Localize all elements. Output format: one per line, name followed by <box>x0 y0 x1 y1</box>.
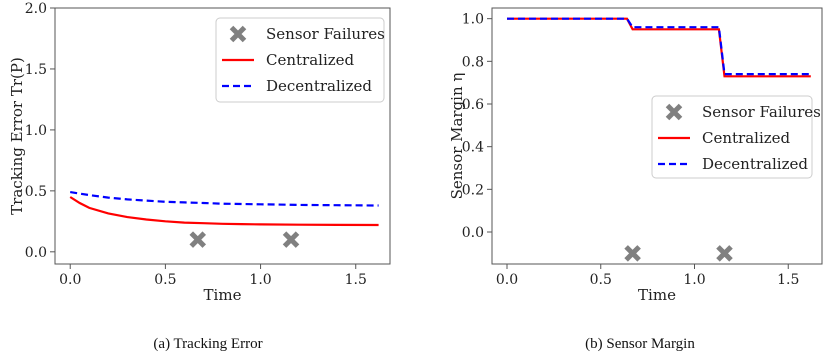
legend-box <box>215 17 385 103</box>
y-tick-label: 0.4 <box>462 140 484 156</box>
y-tick-label: 2.0 <box>25 1 47 17</box>
y-axis-label: Sensor Margin η <box>448 73 466 200</box>
y-tick-label: 0.8 <box>462 54 484 70</box>
figure-caption: (a) Tracking Error <box>153 336 262 352</box>
x-axis-label: Time <box>204 286 242 304</box>
legend-entry: Centralized <box>702 129 791 147</box>
sensor-failure-marker-shape <box>716 245 733 262</box>
y-tick-label: 1.0 <box>25 123 47 139</box>
x-tick-label: 0.5 <box>154 272 176 288</box>
legend: Sensor Failures Centralized Decentralized <box>651 95 821 179</box>
legend-entry: Sensor Failures <box>266 25 385 43</box>
y-tick-label: 0.2 <box>462 182 484 198</box>
x-tick-label: 0.0 <box>496 272 518 288</box>
legend-entry: Centralized <box>266 51 355 69</box>
y-tick-label: 0.5 <box>25 184 47 200</box>
legend-entry: Decentralized <box>702 155 808 173</box>
sensor-failure-marker <box>716 245 733 262</box>
series-line-decentralized <box>70 191 379 207</box>
sensor-failure-marker <box>189 231 207 248</box>
plot-frame <box>54 7 391 265</box>
y-tick-label: 0.6 <box>462 97 484 113</box>
legend-key-sensor-failures <box>229 25 247 43</box>
y-tick-label: 1.0 <box>462 12 484 28</box>
y-tick-label: 0.0 <box>25 245 47 261</box>
sensor-failure-marker <box>282 231 300 248</box>
x-axis-label: Time <box>638 286 676 304</box>
legend-entry: Sensor Failures <box>702 103 821 121</box>
y-axis-label: Tracking Error Tr(P) <box>8 57 26 215</box>
x-tick-label: 1.0 <box>249 272 271 288</box>
x-tick-label: 1.5 <box>345 272 367 288</box>
sensor-failure-marker-shape <box>624 245 641 262</box>
x-tick-label: 1.0 <box>683 272 705 288</box>
x-tick-label: 1.5 <box>777 272 799 288</box>
legend-key-sensor-failures <box>665 103 683 121</box>
sensor-failure-marker-shape <box>189 231 207 248</box>
series-line-decentralized <box>507 17 811 76</box>
legend-key-sensor-failures-shape <box>229 25 247 43</box>
legend: Sensor Failures Centralized Decentralized <box>215 17 385 103</box>
chart-sensor-margin: 0.0 0.5 1.0 1.5 0.0 0.2 0.4 0.6 0.8 1.0 Time Sensor… <box>448 7 823 352</box>
sensor-failure-marker <box>624 245 641 262</box>
series-line-centralized <box>69 196 379 227</box>
sensor-failure-marker-shape <box>282 231 300 248</box>
figure-caption: (b) Sensor Margin <box>585 336 695 352</box>
y-tick-label: 0.0 <box>462 225 484 241</box>
y-tick-label: 1.5 <box>25 62 47 78</box>
legend-box <box>651 95 813 179</box>
plot-frame <box>491 7 823 265</box>
chart-tracking-error: 0.0 0.5 1.0 1.5 0.0 0.5 1.0 1.5 2.0 Time Tracking … <box>8 1 391 352</box>
legend-key-sensor-failures-shape <box>665 103 683 121</box>
x-tick-label: 0.0 <box>59 272 81 288</box>
x-tick-label: 0.5 <box>590 272 612 288</box>
legend-entry: Decentralized <box>266 77 372 95</box>
